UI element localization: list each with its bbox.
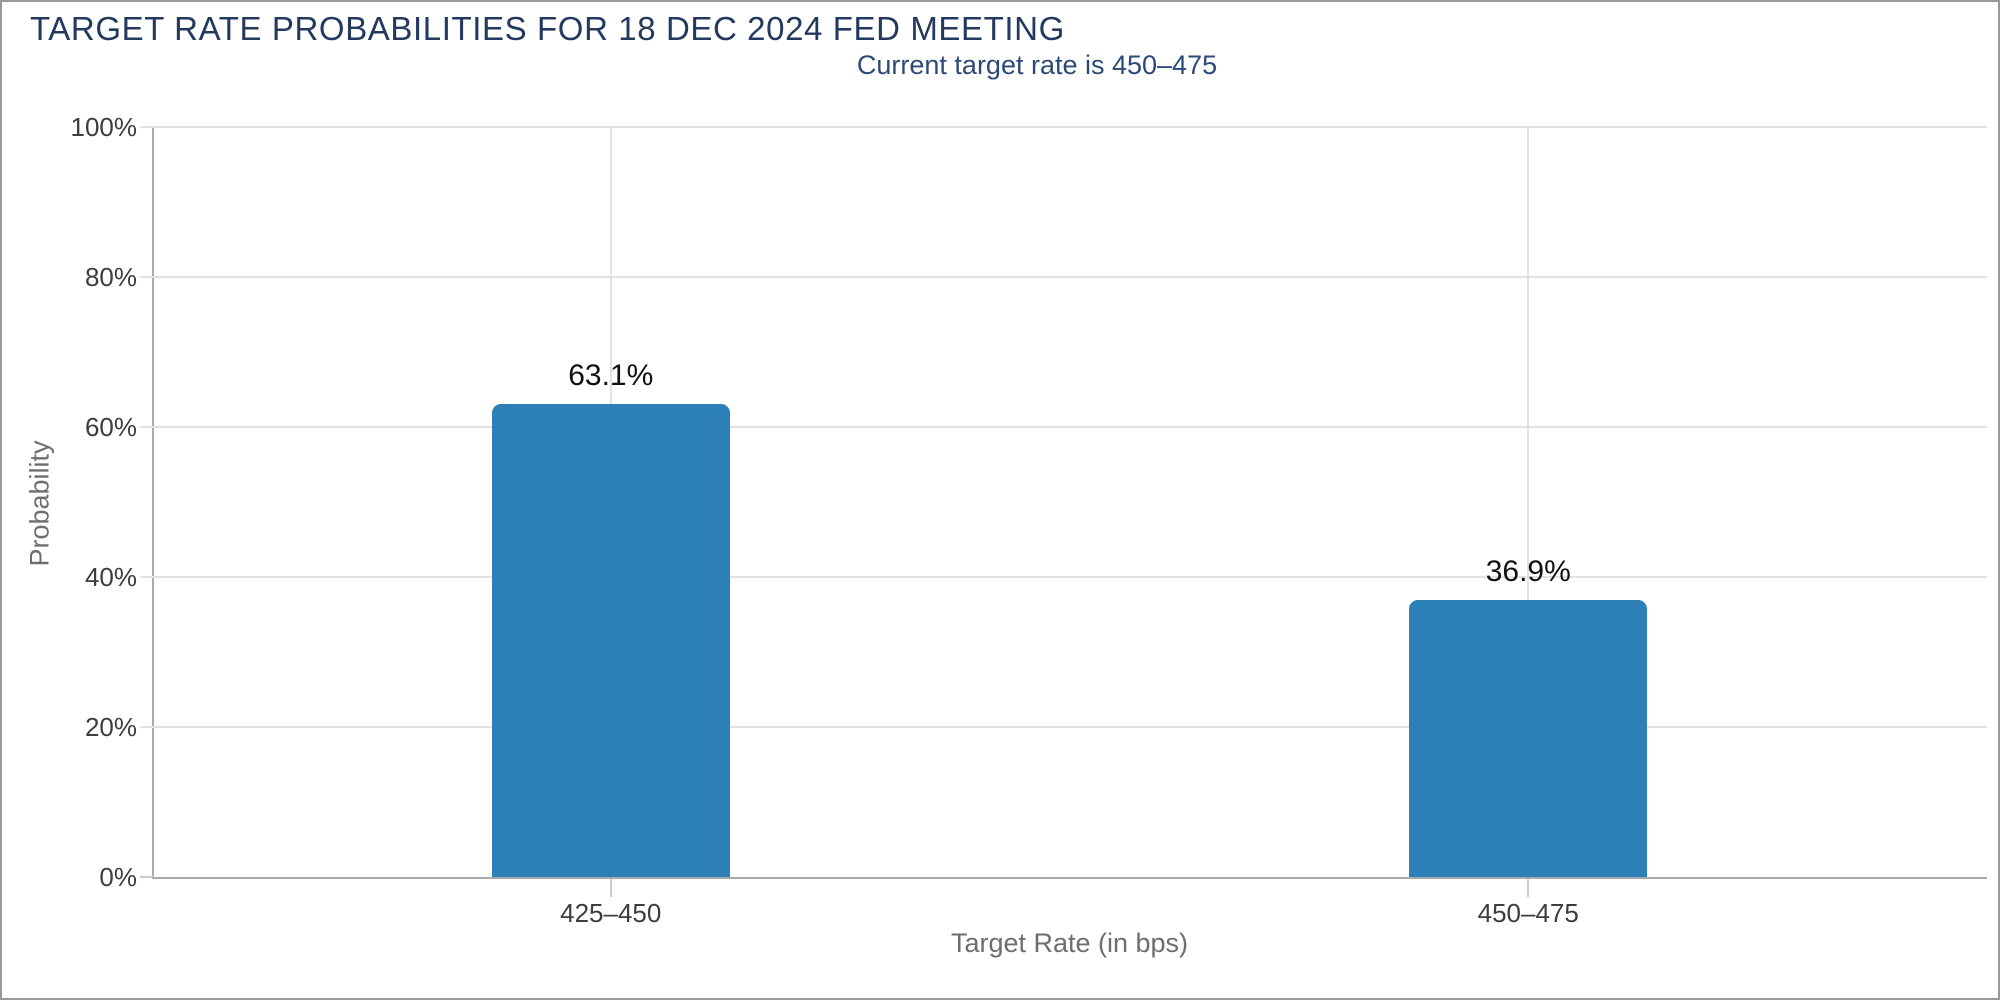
y-tick-label-40%: 40% bbox=[84, 562, 137, 592]
y-tick-label-20%: 20% bbox=[84, 712, 137, 742]
chart-subtitle: Current target rate is 450–475 bbox=[856, 50, 1218, 80]
x-axis-line bbox=[152, 877, 1987, 879]
y-tick-label-100%: 100% bbox=[70, 112, 138, 142]
bar-450–475[interactable] bbox=[1409, 600, 1648, 877]
y-axis-title: Probability bbox=[24, 440, 55, 567]
plot-area bbox=[140, 126, 1987, 878]
bar-425–450[interactable] bbox=[491, 403, 730, 877]
h-gridline-40% bbox=[140, 576, 1987, 578]
page-title: TARGET RATE PROBABILITIES FOR 18 DEC 202… bbox=[30, 10, 1065, 47]
y-tick-label-80%: 80% bbox=[84, 262, 137, 292]
x-tick-label-425–450: 425–450 bbox=[560, 898, 662, 928]
x-tick-mark-450–475 bbox=[1527, 879, 1530, 897]
h-gridline-100% bbox=[140, 126, 1987, 128]
x-tick-label-450–475: 450–475 bbox=[1477, 898, 1579, 928]
y-tick-label-0%: 0% bbox=[99, 862, 137, 892]
h-gridline-60% bbox=[140, 426, 1987, 428]
h-gridline-20% bbox=[140, 726, 1987, 728]
x-axis-title: Target Rate (in bps) bbox=[950, 928, 1189, 958]
bar-value-label-425–450: 63.1% bbox=[568, 358, 654, 392]
bar-value-label-450–475: 36.9% bbox=[1485, 555, 1571, 589]
y-axis-line bbox=[152, 127, 154, 877]
y-tick-label-60%: 60% bbox=[84, 412, 137, 442]
h-gridline-80% bbox=[140, 276, 1987, 278]
x-tick-mark-425–450 bbox=[609, 879, 612, 897]
